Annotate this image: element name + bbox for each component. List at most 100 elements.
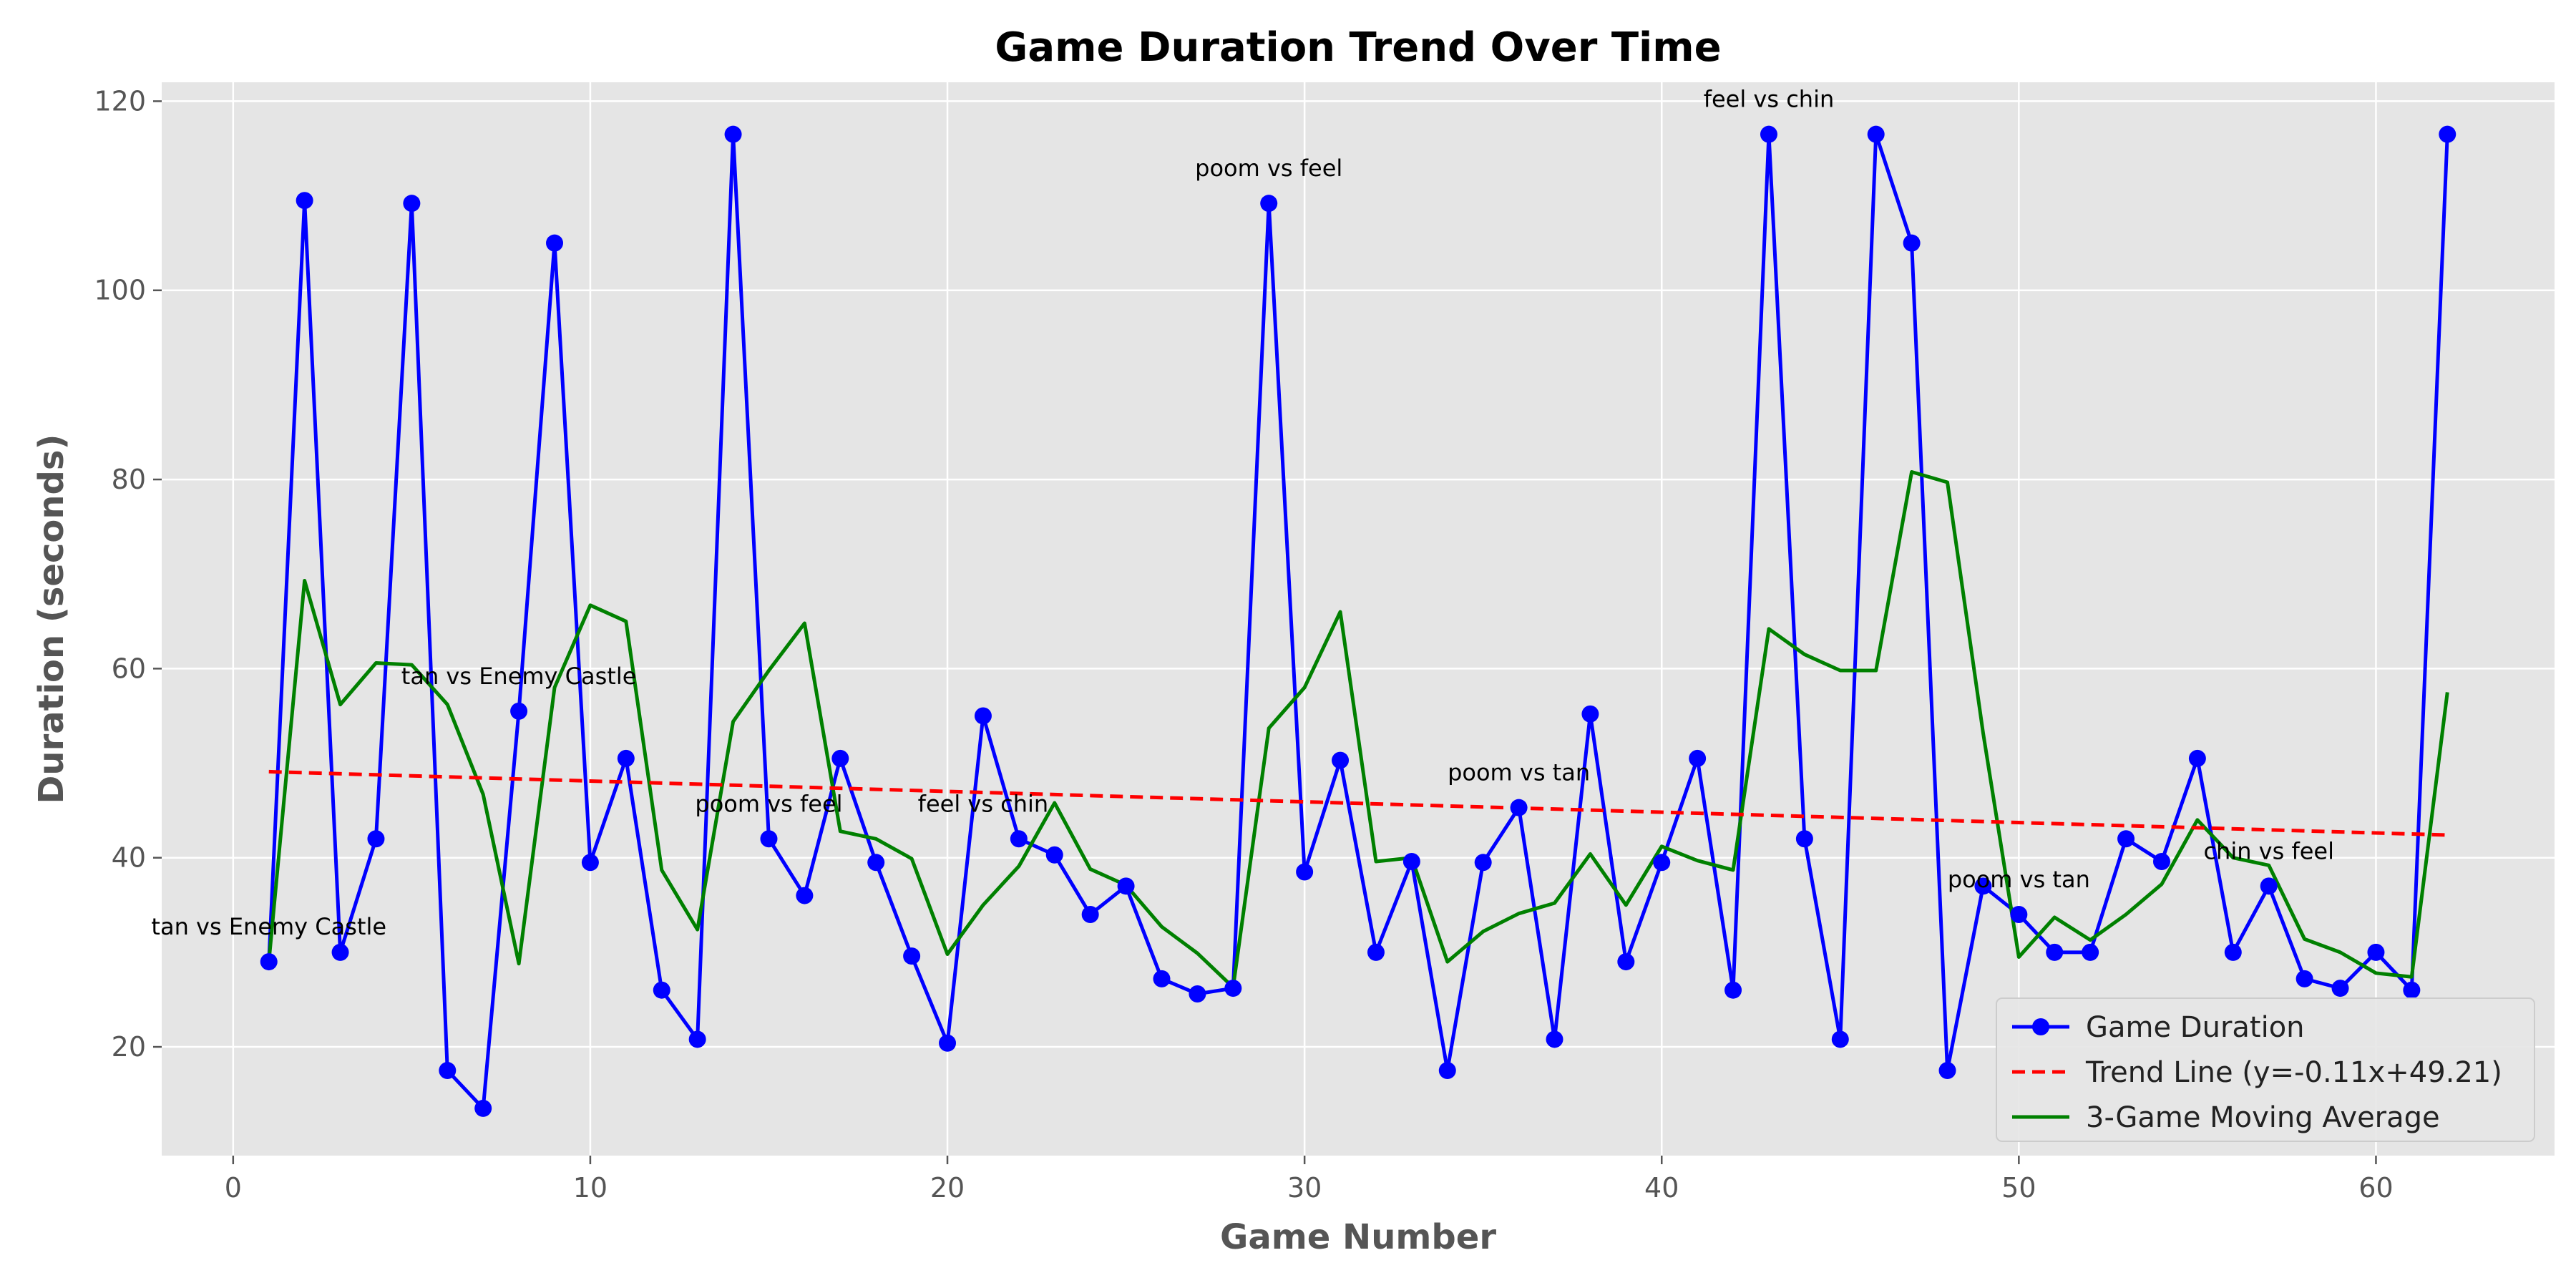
game-duration-point [1402, 852, 1420, 870]
y-tick-label: 100 [94, 275, 146, 306]
game-duration-point [1474, 854, 1492, 872]
game-duration-point [1010, 830, 1028, 848]
game-duration-point [1153, 970, 1171, 987]
legend-label: Game Duration [2086, 1011, 2305, 1044]
axis-ticks: 0 10 20 30 40 50 60 20 40 60 80 100 120 [94, 85, 2393, 1204]
annotation-label: poom vs feel [1195, 155, 1342, 182]
game-duration-point [1689, 749, 1707, 767]
game-duration-point [367, 830, 385, 848]
annotation-label: feel vs chin [1704, 86, 1835, 113]
game-duration-point [1045, 846, 1063, 864]
game-duration-point [1760, 125, 1777, 143]
game-duration-point [1510, 799, 1528, 816]
annotation-label: tan vs Enemy Castle [401, 663, 637, 690]
game-duration-point [974, 707, 992, 725]
legend: Game Duration Trend Line (y=-0.11x+49.21)… [1996, 997, 2535, 1142]
game-duration-point [1296, 863, 1314, 881]
x-tick-label: 20 [930, 1172, 965, 1204]
legend-marker [2032, 1018, 2049, 1035]
annotation-label: tan vs Enemy Castle [151, 913, 386, 940]
game-duration-point [903, 947, 921, 965]
x-tick-label: 10 [573, 1172, 608, 1204]
y-tick-label: 120 [94, 85, 146, 117]
x-tick-label: 0 [225, 1172, 242, 1204]
game-duration-point [1081, 905, 1099, 923]
game-duration-point [760, 830, 778, 848]
game-duration-point [581, 854, 599, 872]
game-duration-point [867, 854, 885, 872]
game-duration-point [724, 125, 742, 143]
game-duration-point [1653, 854, 1671, 872]
game-duration-point [688, 1030, 706, 1048]
game-duration-point [1617, 953, 1635, 971]
y-tick-label: 60 [112, 653, 146, 684]
game-duration-point [1831, 1030, 1849, 1048]
game-duration-point [2152, 852, 2170, 870]
legend-box [1996, 997, 2535, 1142]
y-tick-label: 20 [112, 1031, 146, 1063]
game-duration-point [2367, 943, 2385, 961]
game-duration-point [439, 1062, 457, 1080]
annotation-label: chin vs feel [2203, 837, 2334, 864]
game-duration-point [796, 887, 814, 904]
x-tick-label: 60 [2358, 1172, 2393, 1204]
game-duration-point [1867, 125, 1885, 143]
game-duration-point [260, 953, 278, 971]
game-duration-point [1117, 877, 1135, 895]
game-duration-point [510, 702, 528, 720]
game-duration-point [1724, 981, 1742, 999]
game-duration-point [2403, 981, 2421, 999]
game-duration-point [2117, 830, 2135, 848]
game-duration-point [331, 943, 349, 961]
game-duration-point [1938, 1062, 1956, 1080]
game-duration-point [2046, 943, 2064, 961]
game-duration-point [939, 1034, 957, 1052]
game-duration-point [1189, 985, 1206, 1003]
game-duration-point [1260, 195, 1278, 213]
game-duration-point [1581, 705, 1599, 723]
game-duration-point [296, 192, 313, 210]
game-duration-point [2188, 749, 2206, 767]
y-axis-label: Duration (seconds) [31, 434, 72, 804]
x-tick-label: 50 [2001, 1172, 2036, 1204]
x-axis-label: Game Number [1220, 1217, 1496, 1257]
game-duration-point [1438, 1062, 1456, 1080]
game-duration-point [1546, 1030, 1563, 1048]
game-duration-point [1903, 234, 1921, 252]
game-duration-point [617, 749, 635, 767]
moving-average-line [267, 469, 2449, 990]
game-duration-point [2331, 980, 2349, 997]
game-duration-point [403, 195, 421, 213]
game-duration-point [1795, 830, 1813, 848]
game-duration-point [546, 234, 564, 252]
annotation-label: poom vs feel [695, 790, 842, 817]
game-duration-point [2224, 943, 2242, 961]
game-duration-point [2082, 943, 2099, 961]
plot-background [162, 82, 2555, 1156]
game-duration-point [653, 981, 670, 999]
series-layer [260, 125, 2457, 1117]
game-duration-point [2260, 877, 2278, 895]
annotation-label: feel vs chin [918, 790, 1049, 817]
y-tick-label: 40 [112, 842, 146, 874]
game-duration-point [831, 749, 849, 767]
game-duration-point [2010, 905, 2028, 923]
annotation-label: poom vs tan [1448, 759, 1590, 786]
y-tick-label: 80 [112, 464, 146, 495]
x-tick-label: 30 [1287, 1172, 1322, 1204]
game-duration-point [474, 1099, 492, 1117]
x-tick-label: 40 [1644, 1172, 1679, 1204]
game-duration-point [2296, 970, 2313, 987]
legend-label: Trend Line (y=-0.11x+49.21) [2085, 1056, 2502, 1089]
legend-label: 3-Game Moving Average [2086, 1101, 2440, 1134]
game-duration-point [1367, 943, 1385, 961]
game-duration-point [1332, 751, 1350, 769]
game-duration-point [2439, 125, 2457, 143]
trend-line [268, 769, 2448, 837]
annotations: tan vs Enemy Castle tan vs Enemy Castle po… [151, 86, 2334, 940]
game-duration-point [1974, 877, 1992, 895]
annotation-label: poom vs tan [1948, 866, 2090, 893]
chart-title: Game Duration Trend Over Time [995, 24, 1721, 71]
